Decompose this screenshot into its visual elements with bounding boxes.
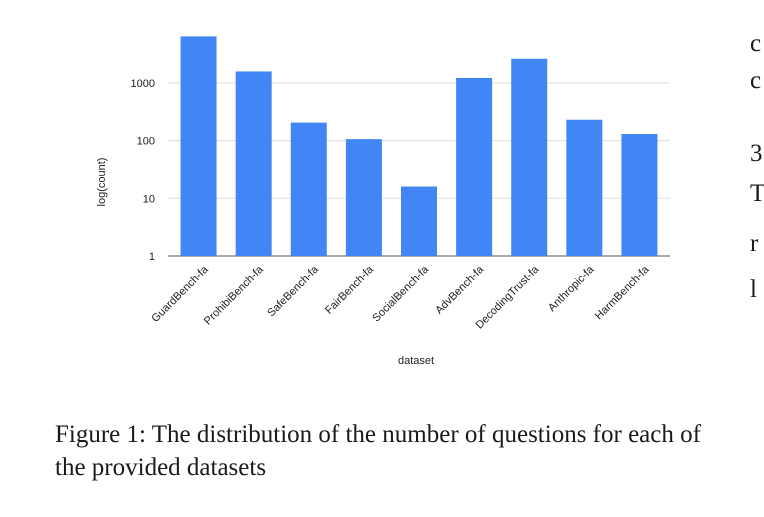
adjacent-column-text: c c 3 T r l [750, 0, 764, 320]
bar [621, 134, 658, 256]
x-tick-label: AdvBench-fa [433, 263, 487, 317]
side-char: T [750, 180, 764, 207]
side-char: 3 [750, 140, 763, 167]
x-tick-label: FairBench-fa [323, 263, 377, 317]
side-char: c [750, 67, 762, 94]
bar [345, 139, 382, 256]
x-tick-label: ProhibiBench-fa [202, 263, 266, 327]
y-tick-label: 1 [149, 251, 155, 263]
bar [235, 71, 272, 256]
x-tick-label: GuardBench-fa [149, 263, 211, 325]
y-tick-label: 100 [137, 136, 155, 148]
x-tick-label: SafeBench-fa [265, 263, 321, 319]
side-char: l [750, 276, 757, 303]
y-tick-labels: 1 10 100 1000 [131, 78, 155, 263]
x-tick-label: SocialBench-fa [370, 263, 431, 324]
y-tick-label: 1000 [131, 78, 155, 90]
bar [290, 122, 327, 256]
x-tick-label: HarmBench-fa [593, 263, 652, 322]
bar [401, 186, 437, 256]
side-char: c [750, 30, 762, 57]
figure-caption: Figure 1: The distribution of the number… [55, 421, 701, 481]
y-axis-title: log(count) [96, 158, 108, 207]
bar [180, 36, 217, 256]
bar [566, 119, 603, 256]
x-axis-title: dataset [398, 355, 434, 367]
bars [180, 36, 658, 257]
y-tick-label: 10 [143, 193, 155, 205]
bar [511, 58, 548, 257]
side-char: r [750, 230, 759, 257]
bar [456, 77, 493, 256]
x-tick-label: Anthropic-fa [546, 263, 597, 314]
